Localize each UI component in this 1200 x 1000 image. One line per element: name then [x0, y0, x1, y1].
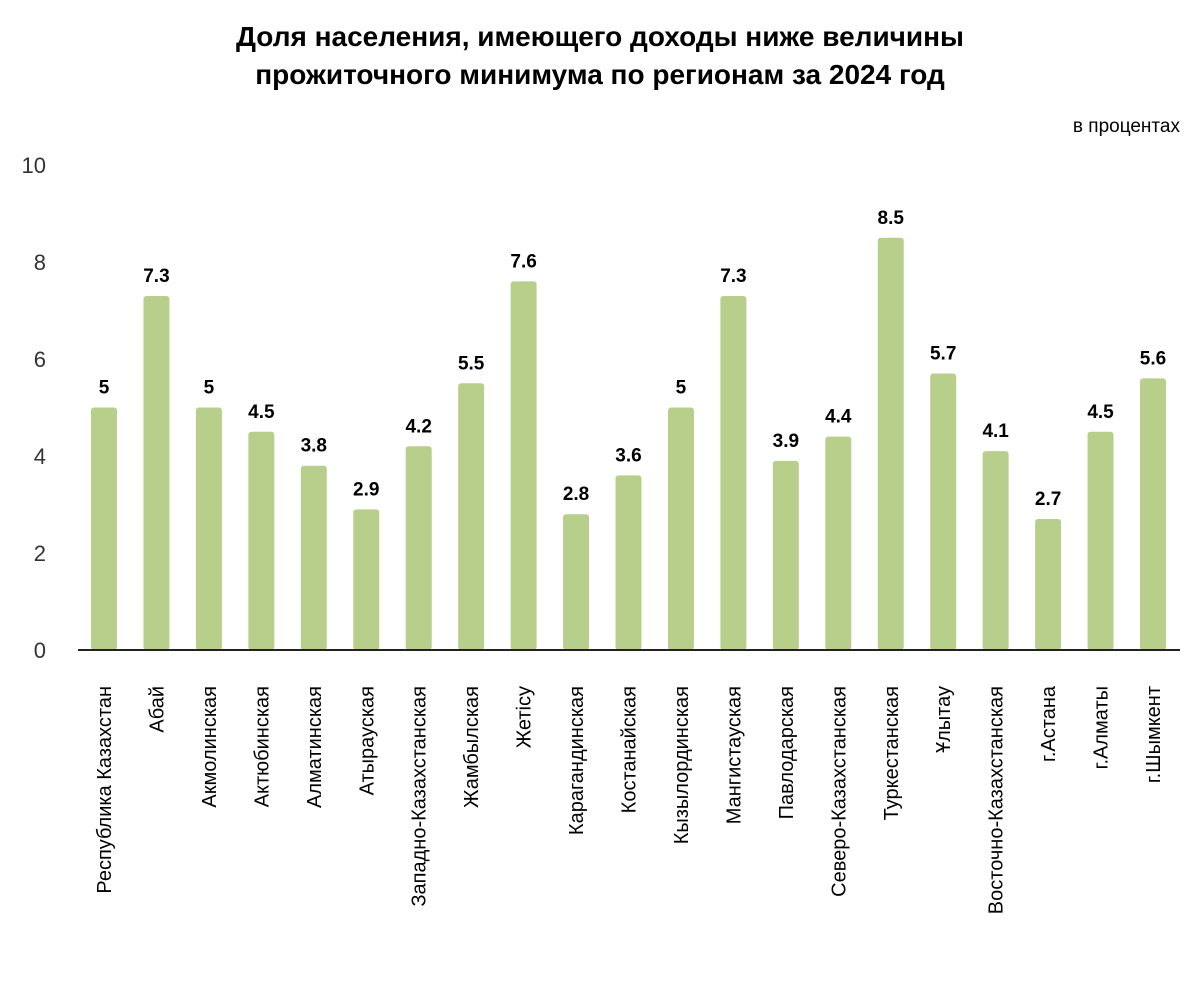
unit-label: в процентах [1072, 116, 1180, 137]
data-label: 3.9 [773, 431, 799, 452]
bar [825, 436, 852, 650]
bar [563, 514, 590, 650]
x-tick-label: Жетісу [514, 686, 536, 748]
bar [195, 407, 222, 650]
data-label: 4.5 [1087, 402, 1114, 423]
y-tick-label: 2 [34, 541, 46, 566]
data-label: 4.5 [248, 402, 275, 423]
bar [772, 460, 799, 650]
x-tick-label: Костанайская [619, 686, 641, 813]
x-tick-label: Республика Казахстан [94, 686, 116, 894]
x-tick-label: Абай [146, 686, 168, 733]
bar [510, 281, 537, 650]
x-tick-label: Карагандинская [566, 686, 588, 835]
data-label: 5.6 [1140, 348, 1166, 369]
data-label: 4.1 [982, 421, 1009, 442]
bar [1140, 378, 1166, 650]
x-tick-label: Западно-Казахстанская [409, 686, 431, 907]
x-tick-label: Северо-Казахстанская [828, 686, 850, 897]
data-label: 7.3 [720, 266, 746, 287]
chart-title: Доля населения, имеющего доходы ниже вел… [0, 18, 1200, 94]
data-label: 4.2 [405, 416, 431, 437]
y-tick-label: 4 [34, 444, 46, 469]
bar [405, 446, 432, 650]
x-tick-label: Павлодарская [776, 686, 798, 819]
bar [300, 465, 327, 650]
bar [1087, 431, 1114, 650]
bar [1035, 519, 1062, 650]
x-tick-label: Акмолинская [199, 686, 221, 808]
x-tick-label: Ұлытау [933, 686, 955, 753]
data-label: 7.6 [510, 251, 536, 272]
data-label: 5 [99, 378, 110, 399]
chart-title-line2: прожиточного минимума по регионам за 202… [255, 59, 945, 90]
x-tick-label: Кызылординская [671, 686, 693, 844]
data-label: 7.3 [143, 266, 169, 287]
bar [667, 407, 694, 650]
data-label: 3.8 [301, 436, 327, 457]
bar [458, 383, 485, 650]
bar [143, 295, 170, 650]
data-label: 8.5 [878, 208, 905, 229]
data-label: 5.5 [458, 353, 485, 374]
bar [982, 451, 1009, 650]
bar [353, 509, 380, 650]
data-label: 5.7 [930, 344, 956, 365]
x-tick-label: г.Шымкент [1143, 686, 1165, 783]
bar [877, 237, 904, 650]
x-tick-label: Актюбинская [251, 686, 273, 807]
x-tick-label: г.Астана [1038, 685, 1060, 762]
chart-title-line1: Доля населения, имеющего доходы ниже вел… [236, 21, 964, 52]
y-tick-label: 6 [34, 347, 46, 372]
bar [720, 295, 747, 650]
bar [615, 475, 642, 650]
data-label: 4.4 [825, 407, 852, 428]
data-label: 2.7 [1035, 489, 1061, 510]
data-label: 5 [204, 378, 215, 399]
data-label: 2.9 [353, 479, 379, 500]
y-tick-label: 8 [34, 250, 46, 275]
data-label: 3.6 [615, 445, 641, 466]
x-tick-label: Восточно-Казахстанская [986, 686, 1008, 914]
x-tick-label: г.Алматы [1091, 686, 1113, 769]
x-tick-label: Туркестанская [881, 686, 903, 820]
y-tick-label: 0 [34, 638, 46, 663]
x-tick-label: Алматинская [304, 686, 326, 808]
bar [91, 407, 117, 650]
data-label: 2.8 [563, 484, 589, 505]
bar [248, 431, 275, 650]
data-label: 5 [676, 378, 687, 399]
y-tick-label: 10 [22, 153, 46, 178]
bar [930, 373, 957, 650]
x-tick-label: Атырауская [356, 686, 378, 795]
x-tick-label: Жамбылская [461, 686, 483, 808]
x-tick-label: Мангистауская [723, 686, 745, 824]
